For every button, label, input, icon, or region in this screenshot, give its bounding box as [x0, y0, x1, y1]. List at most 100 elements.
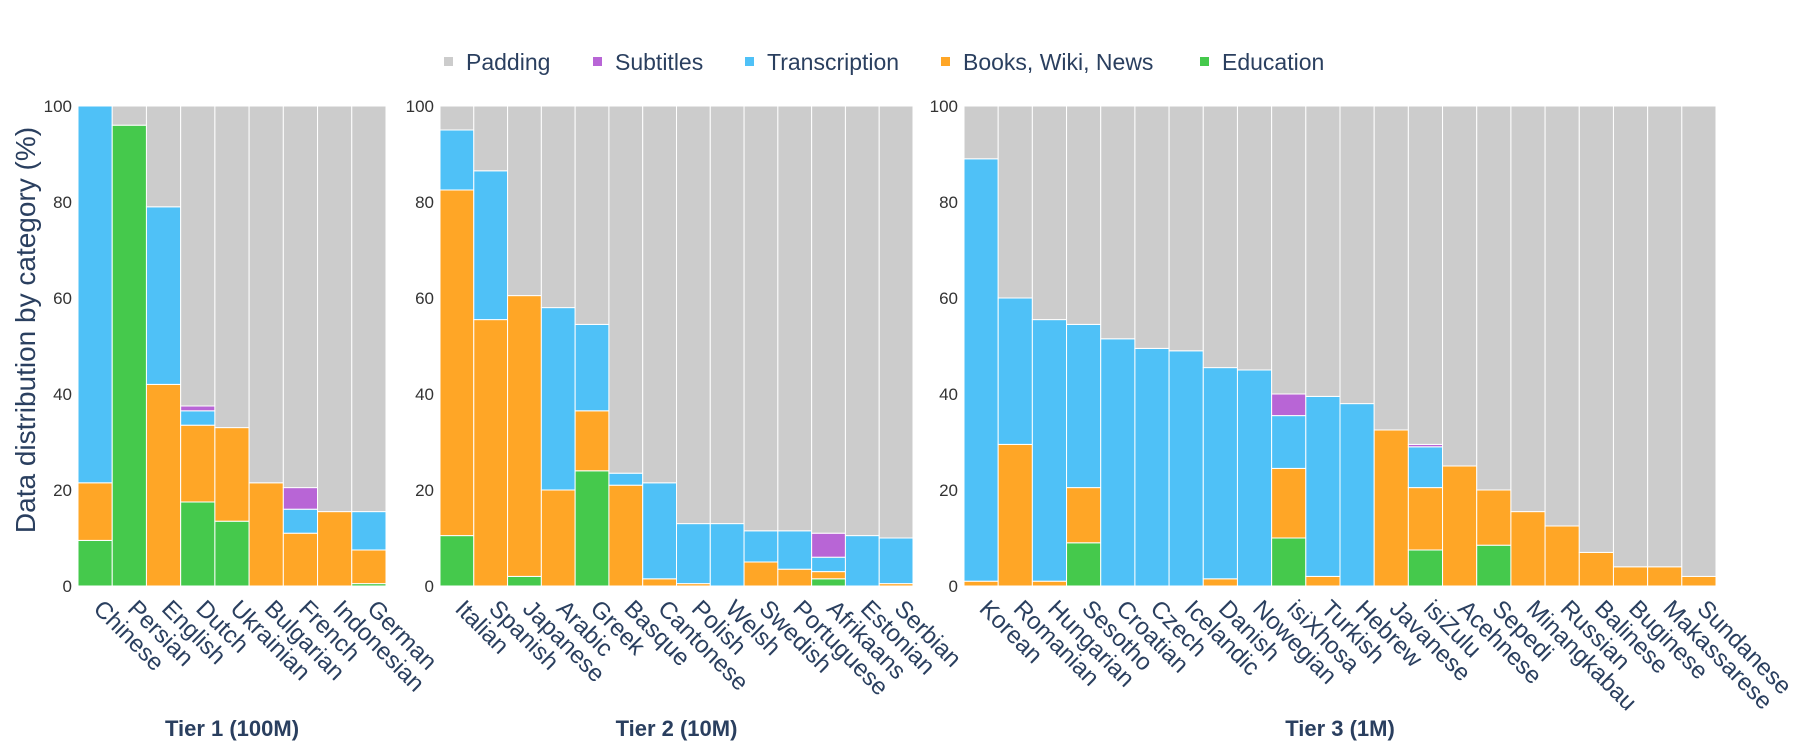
- segment-books: [351, 549, 387, 585]
- bar-german[interactable]: [351, 105, 387, 587]
- segment-transcription: [1134, 347, 1170, 587]
- segment-padding: [743, 105, 779, 532]
- segment-books: [1066, 487, 1102, 544]
- segment-padding: [1510, 105, 1546, 513]
- bar-minangkabau[interactable]: [1510, 105, 1546, 587]
- segment-padding: [1476, 105, 1512, 491]
- legend-item-subtitles[interactable]: Subtitles: [593, 49, 703, 75]
- segment-books: [214, 427, 250, 522]
- bar-balinese[interactable]: [1578, 105, 1614, 587]
- bar-indonesian[interactable]: [317, 105, 353, 587]
- segment-books: [1271, 467, 1307, 539]
- panel-3: 020406080100KoreanRomanianHungarianSesot…: [930, 97, 1797, 741]
- bar-makassarese[interactable]: [1647, 105, 1683, 587]
- segment-transcription: [777, 530, 813, 570]
- bar-dutch[interactable]: [180, 105, 216, 587]
- bar-russian[interactable]: [1544, 105, 1580, 587]
- bar-swedish[interactable]: [743, 105, 779, 587]
- segment-books: [1407, 487, 1444, 551]
- y-tick-label: 60: [415, 289, 434, 308]
- bar-serbian[interactable]: [878, 105, 914, 587]
- bar-isixhosa[interactable]: [1271, 105, 1307, 587]
- bar-danish[interactable]: [1202, 105, 1238, 587]
- bar-arabic[interactable]: [540, 105, 576, 587]
- bar-javanese[interactable]: [1373, 105, 1409, 587]
- y-tick-label: 80: [939, 193, 958, 212]
- segment-transcription: [282, 508, 319, 534]
- segment-education: [1476, 544, 1512, 587]
- segment-education: [811, 578, 846, 587]
- segment-transcription: [145, 206, 182, 385]
- bar-bulgarian[interactable]: [248, 105, 284, 587]
- bar-isizulu[interactable]: [1407, 105, 1444, 587]
- segment-books: [439, 189, 475, 537]
- bar-czech[interactable]: [1134, 105, 1170, 587]
- bar-korean[interactable]: [963, 105, 999, 587]
- bar-italian[interactable]: [439, 105, 475, 587]
- bar-croatian[interactable]: [1100, 105, 1136, 587]
- segment-padding: [1134, 105, 1170, 349]
- segment-padding: [777, 105, 813, 532]
- bar-portuguese[interactable]: [777, 105, 813, 587]
- bar-english[interactable]: [145, 105, 182, 587]
- bar-sesotho[interactable]: [1066, 105, 1102, 587]
- bar-spanish[interactable]: [473, 105, 509, 587]
- bar-icelandic[interactable]: [1168, 105, 1204, 587]
- bar-greek[interactable]: [574, 105, 610, 587]
- legend-item-education[interactable]: Education: [1200, 49, 1324, 75]
- bar-hungarian[interactable]: [1031, 105, 1068, 587]
- segment-padding: [1612, 105, 1649, 568]
- segment-education: [77, 539, 113, 587]
- legend-item-padding[interactable]: Padding: [444, 49, 550, 75]
- segment-padding: [248, 105, 284, 484]
- bar-buginese[interactable]: [1612, 105, 1649, 587]
- panel-title: Tier 2 (10M): [616, 716, 738, 741]
- segment-books: [1578, 551, 1614, 587]
- panel-2: 020406080100ItalianSpanishJapaneseArabic…: [406, 97, 967, 741]
- bar-hebrew[interactable]: [1339, 105, 1375, 587]
- bar-romanian[interactable]: [997, 105, 1033, 587]
- bar-nowegian[interactable]: [1236, 105, 1273, 587]
- bar-ukrainian[interactable]: [214, 105, 250, 587]
- segment-transcription: [642, 482, 678, 580]
- bar-welsh[interactable]: [709, 105, 745, 587]
- panel-1: 020406080100ChinesePersianEnglishDutchUk…: [44, 97, 442, 741]
- legend-item-transcription[interactable]: Transcription: [745, 49, 899, 75]
- y-tick-label: 20: [939, 481, 958, 500]
- bar-polish[interactable]: [676, 105, 711, 587]
- y-tick-label: 100: [406, 97, 434, 116]
- legend-item-books[interactable]: Books, Wiki, News: [941, 49, 1153, 75]
- segment-transcription: [963, 158, 999, 582]
- legend-label: Subtitles: [615, 49, 703, 75]
- bar-japanese[interactable]: [507, 105, 542, 587]
- bar-estonian[interactable]: [844, 105, 880, 587]
- bar-persian[interactable]: [111, 105, 147, 587]
- bar-acehnese[interactable]: [1442, 105, 1478, 587]
- segment-padding: [145, 105, 182, 208]
- segment-transcription: [608, 472, 644, 486]
- bar-chinese[interactable]: [77, 105, 113, 587]
- segment-padding: [1373, 105, 1409, 431]
- bar-turkish[interactable]: [1305, 105, 1341, 587]
- panel-title: Tier 3 (1M): [1285, 716, 1395, 741]
- segment-transcription: [351, 511, 387, 551]
- segment-books: [77, 482, 113, 541]
- bar-sepedi[interactable]: [1476, 105, 1512, 587]
- bar-basque[interactable]: [608, 105, 644, 587]
- legend-swatch: [1200, 57, 1209, 66]
- segment-books: [282, 532, 319, 587]
- bar-sundanese[interactable]: [1681, 105, 1717, 587]
- segment-transcription: [439, 129, 475, 191]
- segment-books: [180, 424, 216, 503]
- bar-afrikaans[interactable]: [811, 105, 846, 587]
- bar-cantonese[interactable]: [642, 105, 678, 587]
- segment-subtitles: [282, 487, 319, 510]
- legend-swatch: [593, 57, 602, 66]
- y-tick-label: 40: [53, 385, 72, 404]
- bar-french[interactable]: [282, 105, 319, 587]
- segment-padding: [844, 105, 880, 537]
- legend-swatch: [941, 57, 950, 66]
- segment-books: [1510, 511, 1546, 587]
- segment-padding: [214, 105, 250, 429]
